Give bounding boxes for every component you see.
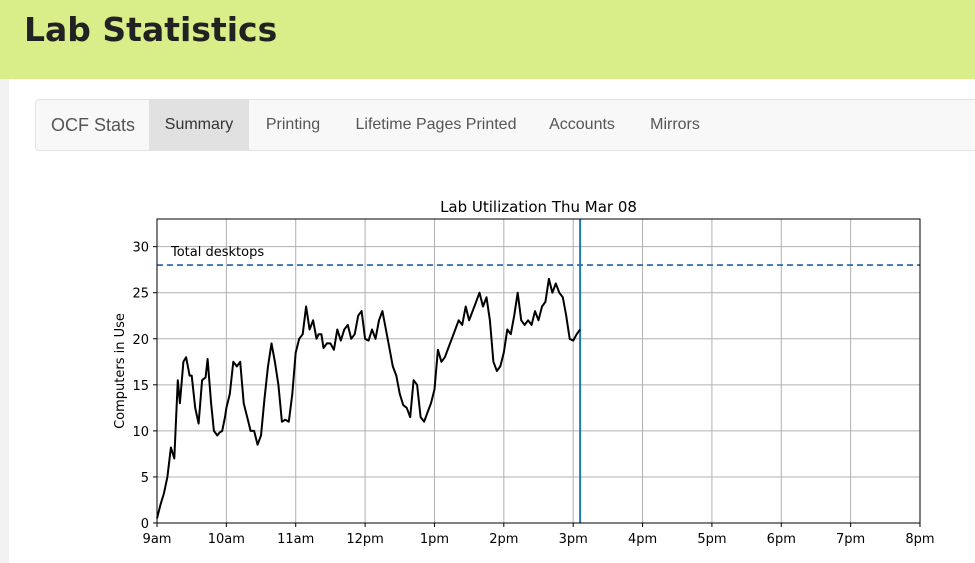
y-tick-label: 15 [132, 379, 149, 394]
page-header: Lab Statistics [0, 0, 975, 79]
x-tick-label: 2pm [489, 532, 518, 547]
x-tick-label: 12pm [346, 532, 383, 547]
utilization-series-line [156, 277, 581, 519]
nav-item-lifetime-pages-printed[interactable]: Lifetime Pages Printed [355, 116, 517, 133]
plot-frame [156, 218, 921, 524]
y-tick-label: 20 [132, 333, 149, 348]
page-title: Lab Statistics [24, 10, 278, 49]
total-desktops-label: Total desktops [170, 245, 264, 260]
nav-item-printing[interactable]: Printing [265, 116, 321, 133]
nav-item-mirrors[interactable]: Mirrors [650, 116, 700, 133]
x-tick-label: 9am [143, 532, 172, 547]
x-tick-label: 10am [208, 532, 245, 547]
y-tick-label: 10 [132, 425, 149, 440]
x-tick-label: 7pm [836, 532, 865, 547]
y-axis-label: Computers in Use [113, 313, 128, 429]
y-tick-label: 30 [132, 241, 149, 256]
nav-item-summary[interactable]: Summary [149, 100, 249, 150]
y-tick-label: 5 [141, 471, 149, 486]
y-tick-label: 25 [132, 287, 149, 302]
nav-item-accounts[interactable]: Accounts [549, 116, 615, 133]
x-tick-label: 1pm [420, 532, 449, 547]
navbar: OCF Stats Summary Printing Lifetime Page… [35, 99, 975, 151]
x-tick-label: 5pm [697, 532, 726, 547]
brand-link[interactable]: OCF Stats [51, 115, 136, 135]
x-tick-label: 6pm [767, 532, 796, 547]
y-tick-label: 0 [141, 517, 149, 532]
chart-title: Lab Utilization Thu Mar 08 [440, 198, 637, 216]
x-tick-label: 3pm [559, 532, 588, 547]
x-tick-label: 11am [277, 532, 314, 547]
left-border [0, 79, 9, 563]
x-tick-label: 8pm [905, 532, 934, 547]
x-tick-label: 4pm [628, 532, 657, 547]
